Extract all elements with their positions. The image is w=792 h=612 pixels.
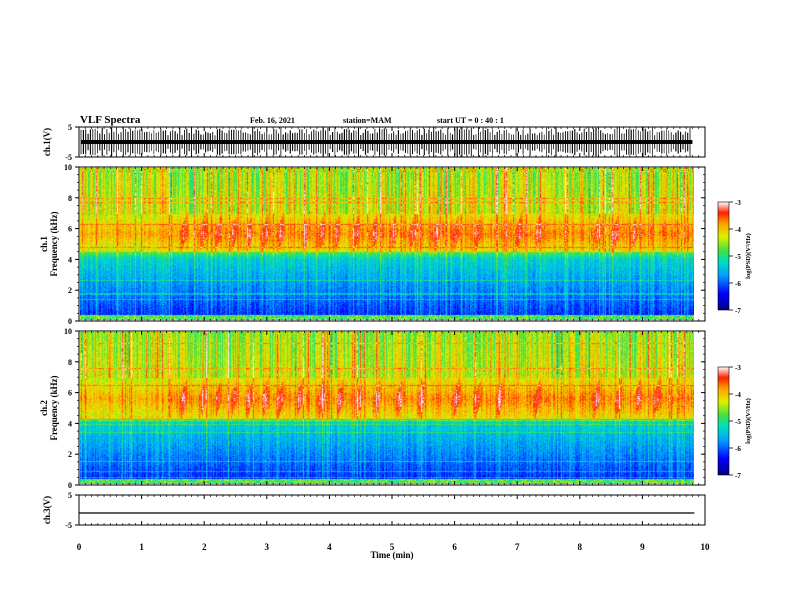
colorbar-tick-label: -3 — [735, 364, 741, 372]
y-tick-label: 0 — [68, 481, 72, 490]
y-tick-label: 2 — [68, 450, 72, 459]
figure-station: station=MAM — [343, 116, 392, 125]
x-tick-label: 10 — [701, 542, 711, 552]
axis-ticks — [75, 126, 706, 526]
colorbar-tick-label: -7 — [735, 472, 741, 480]
ch2-colorbar — [717, 366, 730, 476]
ch1-spectrogram-heatmap — [80, 168, 694, 320]
x-tick-label: 3 — [265, 542, 270, 552]
x-tick-label: 7 — [515, 542, 520, 552]
colorbar-label: log(PSD)(V²/Hz) — [745, 233, 752, 279]
colorbar-tick-label: -6 — [735, 445, 741, 453]
y-tick-label: -5 — [65, 521, 72, 530]
x-tick-label: 5 — [390, 542, 395, 552]
x-tick-label: 8 — [578, 542, 583, 552]
x-tick-label: 9 — [640, 542, 645, 552]
x-axis-label: Time (min) — [370, 550, 413, 560]
y-tick-label: 6 — [68, 389, 72, 398]
y-tick-label: 10 — [64, 327, 72, 336]
y-tick-label: 8 — [68, 194, 72, 203]
figure-date: Feb. 16, 2021 — [250, 116, 295, 125]
y-tick-label: 6 — [68, 225, 72, 234]
ch1-waveform-plot — [80, 127, 693, 157]
colorbar-tick-label: -4 — [735, 226, 741, 234]
y-axis-label: Frequency (kHz) — [49, 375, 59, 440]
y-axis-label: ch.3(V) — [42, 496, 52, 524]
x-tick-label: 4 — [327, 542, 332, 552]
colorbar-tick-label: -5 — [735, 253, 741, 261]
colorbar-tick-label: -3 — [735, 199, 741, 207]
y-tick-label: 5 — [68, 123, 72, 132]
y-tick-label: 4 — [68, 255, 72, 264]
x-tick-label: 6 — [452, 542, 457, 552]
y-axis-label: Frequency (kHz) — [49, 211, 59, 276]
y-tick-label: 10 — [64, 163, 72, 172]
ch2-spectrogram-heatmap — [80, 332, 694, 484]
y-axis-label: ch.2 — [39, 400, 49, 416]
colorbar-tick-label: -7 — [735, 307, 741, 315]
x-tick-label: 1 — [139, 542, 144, 552]
x-tick-label: 2 — [202, 542, 207, 552]
figure-title: VLF Spectra — [80, 114, 141, 126]
y-axis-label: ch.1(V) — [42, 128, 52, 156]
y-tick-label: 2 — [68, 286, 72, 295]
colorbar-ticks: -3 -4 -5 -6 -7 log(PSD)(V²/Hz) -3 -4 -5 -6 -7 log(P… — [729, 199, 752, 480]
colorbar-tick-label: -5 — [735, 418, 741, 426]
y-tick-label: 4 — [68, 419, 72, 428]
ch1-colorbar — [717, 201, 730, 311]
colorbar-tick-label: -4 — [735, 391, 741, 399]
colorbar-tick-label: -6 — [735, 280, 741, 288]
ch3-waveform-frame — [78, 494, 706, 526]
y-tick-label: 5 — [68, 491, 72, 500]
y-tick-label: 0 — [68, 317, 72, 326]
ch1-baseline — [81, 140, 693, 144]
y-tick-label: -5 — [65, 153, 72, 162]
y-axis-label: ch.1 — [39, 236, 49, 252]
y-tick-label: 8 — [68, 358, 72, 367]
colorbar-label: log(PSD)(V²/Hz) — [745, 398, 752, 444]
figure-start-time: start UT = 0 : 40 : 1 — [437, 116, 504, 125]
x-tick-label: 0 — [77, 542, 82, 552]
